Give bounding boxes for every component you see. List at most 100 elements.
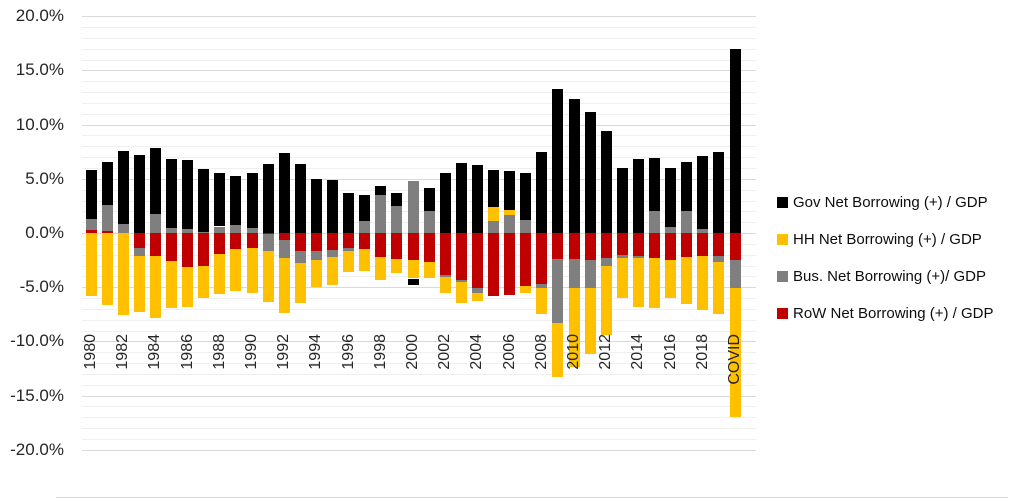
gridline-minor [82, 373, 756, 375]
bar-segment-row-2004 [471, 233, 483, 289]
bar-segment-row-1981 [101, 230, 113, 233]
x-tick-label-2018: 2018 [693, 334, 711, 370]
gridline-minor [82, 439, 756, 440]
bar-segment-bus-2016 [665, 227, 677, 233]
bar-segment-bus-1997 [359, 221, 371, 233]
bar-segment-gov-2010 [568, 98, 580, 233]
bar-segment-hh-2004 [471, 293, 483, 302]
gridline-minor [82, 417, 756, 419]
gridline-minor [82, 211, 756, 213]
bar-segment-row-2011 [584, 233, 596, 260]
bar-segment-row-1997 [359, 233, 371, 250]
bar-segment-gov-1993 [294, 163, 306, 233]
bar-segment-hh-2001 [423, 262, 435, 278]
bar-segment-row-2012 [600, 233, 612, 258]
bar-segment-bus-1988 [214, 226, 226, 233]
legend-label: Bus. Net Borrowing (+)/ GDP [793, 267, 986, 285]
bar-segment-row-1991 [262, 233, 274, 235]
legend-label: HH Net Borrowing (+) / GDP [793, 230, 982, 248]
gridline-minor [82, 298, 756, 299]
bar-segment-row-2000 [407, 233, 419, 261]
bar-segment-hh-2019 [713, 262, 725, 314]
x-tick-label-2010: 2010 [565, 334, 582, 370]
y-tick-label: -5.0% [19, 277, 64, 297]
bar-segment-hh-1983 [133, 256, 145, 312]
bar-segment-row-1994 [310, 233, 322, 252]
bar-segment-hh-1996 [343, 251, 355, 273]
bar-segment-bus-1980 [85, 218, 97, 231]
gridline-major [82, 395, 756, 397]
bar-segment-gov-1995 [327, 180, 338, 233]
bar-segment-row-1999 [391, 233, 403, 259]
bar-segment-bus-1992 [278, 239, 290, 258]
bar-segment-row-2006 [504, 233, 516, 295]
bar-segment-row-2010 [568, 233, 580, 259]
gridline-major [82, 16, 756, 18]
bar-segment-bus-2015 [649, 211, 660, 233]
bar-segment-hh-2017 [681, 256, 693, 305]
bar-segment-bus-1987 [198, 231, 210, 233]
bar-segment-row-2003 [455, 233, 467, 280]
gridline-minor [82, 200, 756, 202]
gridline-minor [82, 406, 756, 408]
gridline-minor [82, 308, 756, 310]
bar-segment-row-2015 [649, 233, 660, 258]
bar-segment-bus-1999 [391, 206, 403, 233]
legend-swatch-icon [777, 307, 788, 319]
x-tick-label-2012: 2012 [597, 334, 615, 370]
bar-segment-hh-2006 [504, 209, 516, 215]
bar-segment-hh-1993 [294, 263, 306, 304]
bar-segment-row-1995 [327, 233, 338, 251]
bar-segment-row-1993 [294, 233, 306, 252]
bar-segment-hh-2012 [600, 266, 612, 335]
bar-segment-hh-1987 [198, 265, 210, 298]
bar-segment-gov-2002 [439, 173, 451, 233]
bar-segment-bus-2007 [520, 220, 532, 233]
gridline-minor [82, 37, 756, 39]
bar-segment-bus-1985 [166, 227, 177, 233]
x-tick-label-1988: 1988 [210, 334, 228, 370]
bar-segment-hh-2007 [520, 285, 532, 294]
bar-segment-gov-1988 [214, 173, 226, 227]
gridline-minor [82, 222, 756, 224]
bar-segment-bus-2003 [455, 279, 467, 283]
y-tick-label: 5.0% [25, 168, 64, 188]
x-tick-label-1986: 1986 [178, 334, 196, 370]
gridline-major [82, 233, 756, 234]
bar-segment-row-2009 [552, 233, 564, 259]
legend-swatch-icon [777, 233, 788, 245]
bar-segment-row-1990 [246, 233, 258, 249]
bar-segment-gov-2013 [616, 168, 628, 233]
bar-segment-row-COVID [729, 233, 741, 261]
bar-segment-gov-1999 [391, 193, 403, 207]
bar-segment-row-2005 [488, 233, 499, 296]
x-tick-label-2002: 2002 [436, 334, 454, 370]
bar-segment-hh-1984 [149, 255, 161, 318]
bar-segment-row-2007 [520, 233, 532, 286]
legend-label: RoW Net Borrowing (+) / GDP [793, 304, 994, 322]
bar-segment-bus-2001 [423, 210, 435, 233]
gridline-minor [82, 48, 756, 50]
gridline-minor [82, 319, 756, 321]
gridline-major [82, 449, 756, 451]
gridline-minor [82, 92, 756, 94]
x-tick-label-1996: 1996 [339, 334, 357, 370]
bar-segment-gov-2018 [697, 156, 709, 229]
bar-segment-bus-2006 [504, 214, 516, 233]
bar-segment-gov-1998 [375, 186, 387, 196]
bar-segment-gov-1992 [278, 153, 290, 233]
legend-swatch-icon [777, 196, 788, 208]
bar-segment-gov-1984 [149, 147, 161, 214]
bar-segment-hh-2008 [536, 288, 548, 314]
gridline-minor [82, 363, 756, 365]
bar-segment-hh-1988 [214, 253, 226, 294]
bar-segment-bus-2019 [713, 255, 725, 263]
bar-segment-hh-2003 [455, 282, 467, 303]
bar-segment-hh-1986 [182, 266, 194, 308]
bar-segment-gov-2015 [649, 158, 660, 212]
y-tick-label: -10.0% [10, 331, 64, 351]
bar-segment-row-2016 [665, 233, 677, 260]
bar-segment-hh-2000 [407, 260, 419, 279]
gridline-major [82, 178, 756, 180]
